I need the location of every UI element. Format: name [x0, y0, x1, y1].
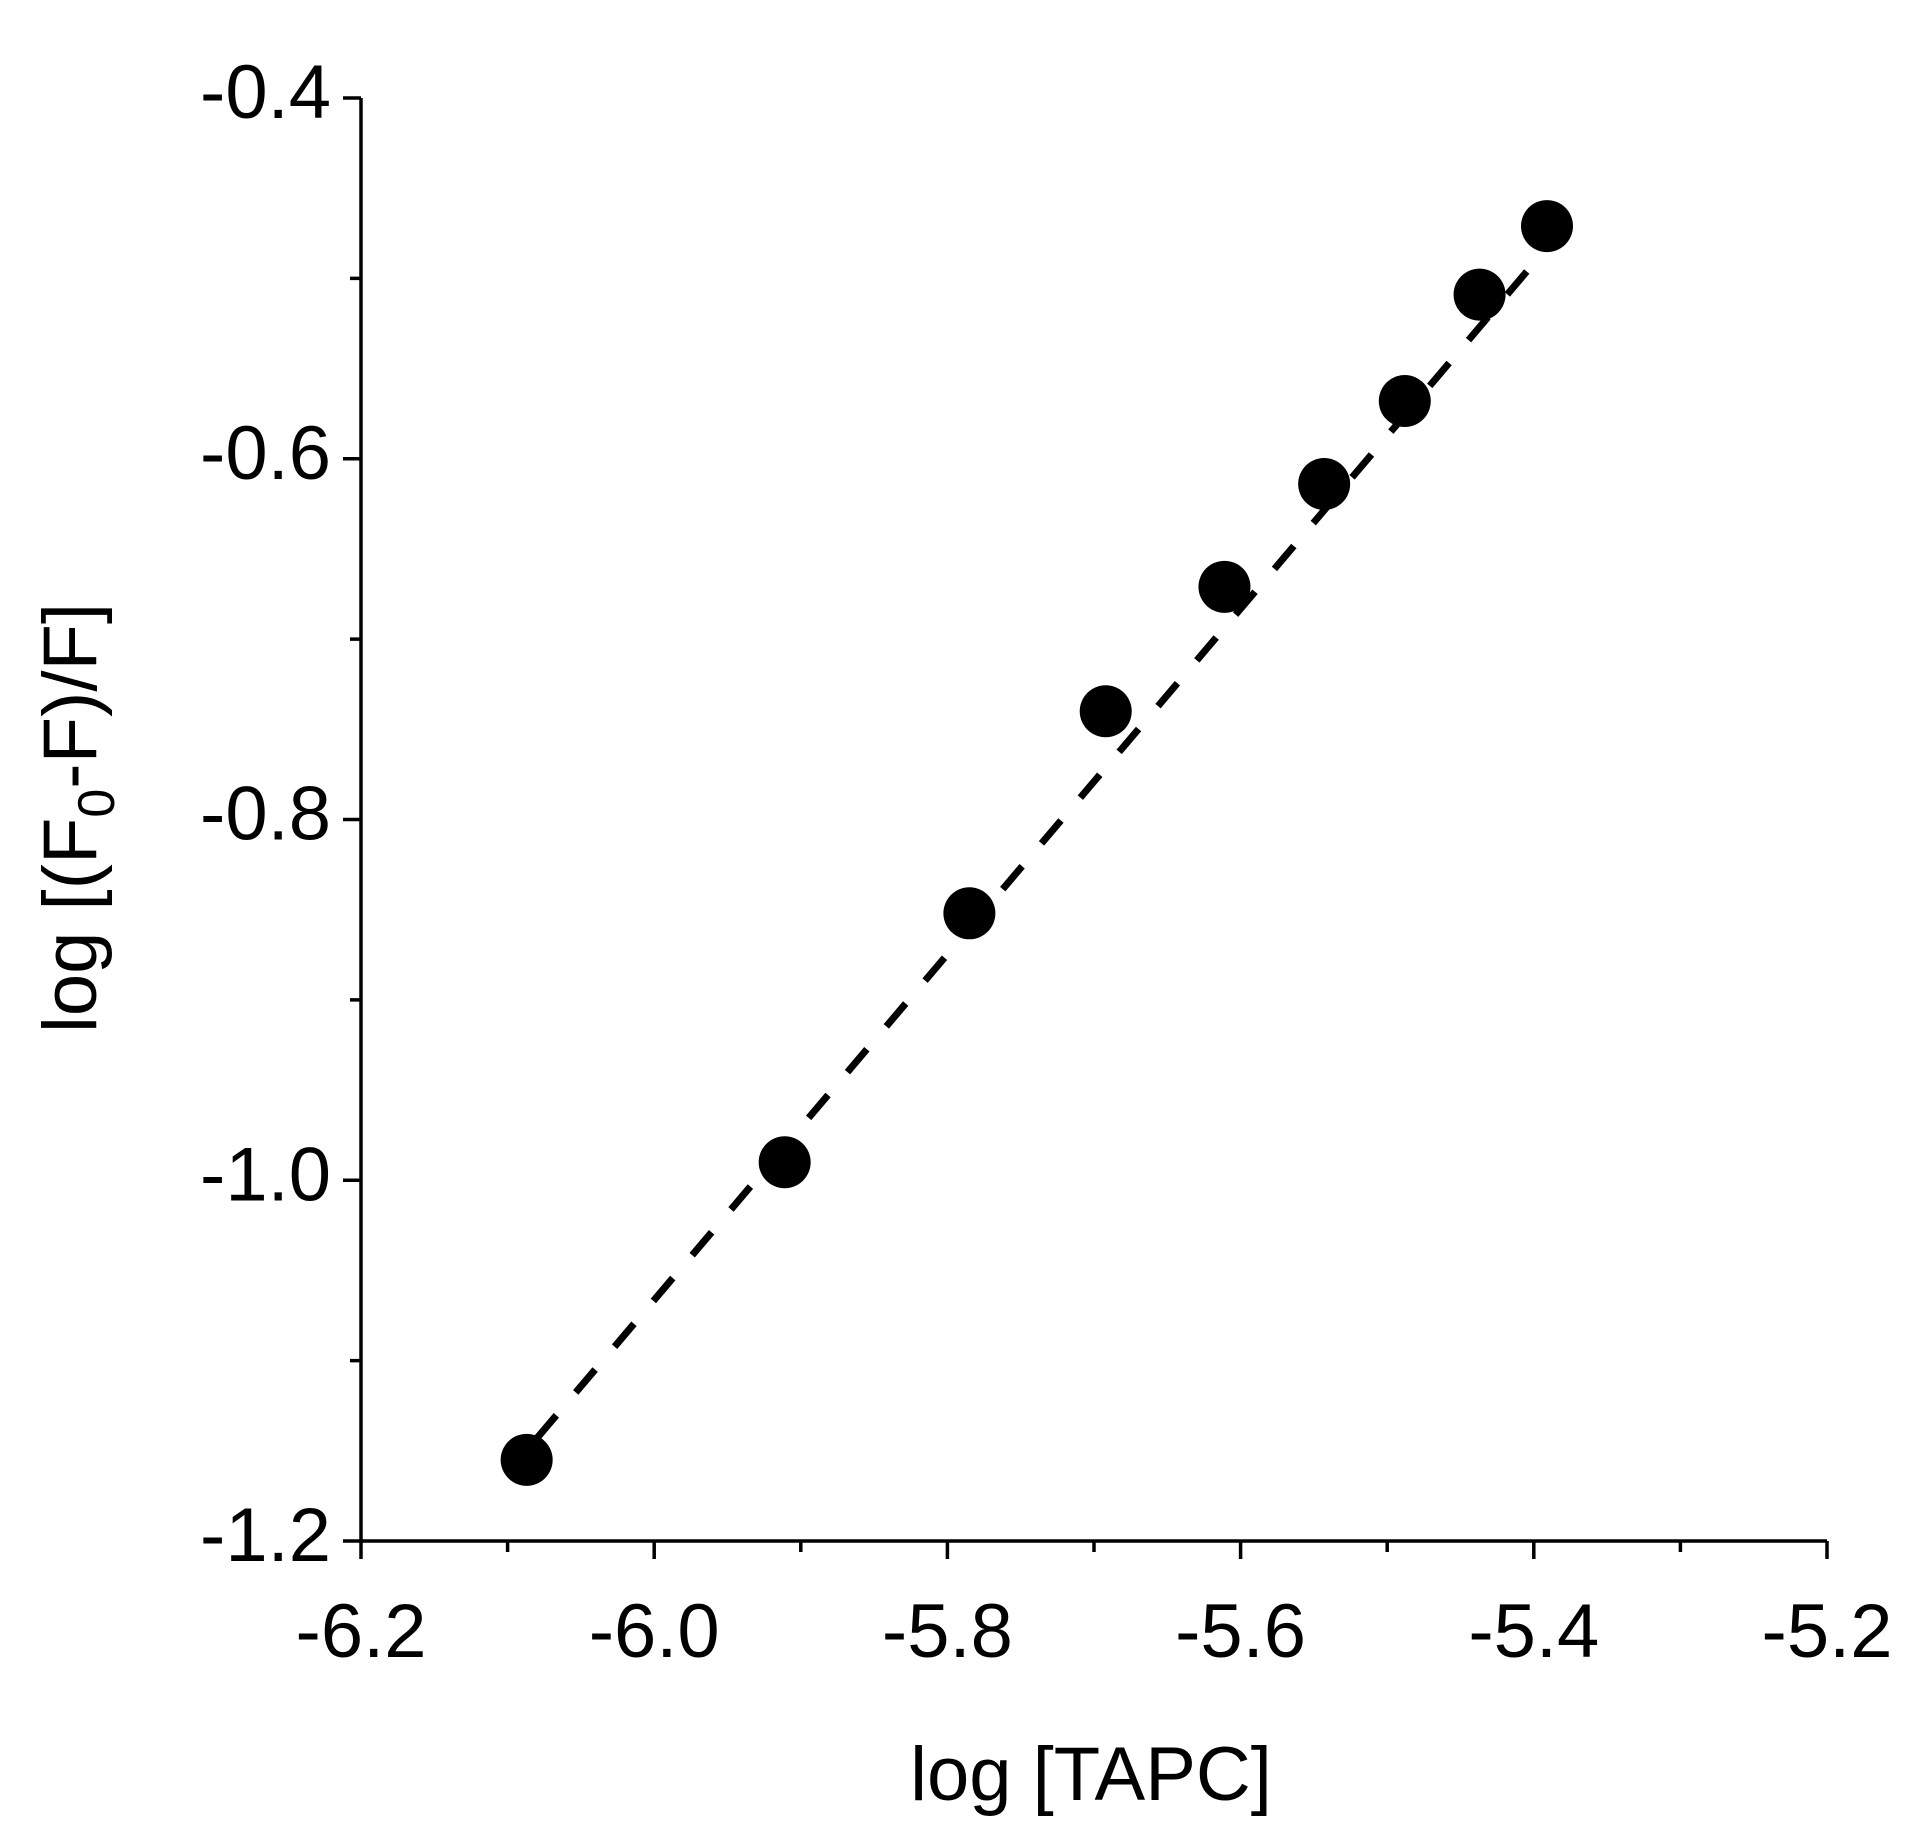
data-point — [1079, 685, 1132, 738]
data-point — [1520, 200, 1573, 253]
x-tick-label: -5.4 — [1468, 1589, 1599, 1674]
y-tick-label: -1.2 — [200, 1493, 331, 1578]
y-label-part: -F)/F] — [28, 603, 113, 789]
data-point — [1298, 458, 1351, 511]
y-tick-label: -0.6 — [200, 411, 331, 496]
y-label-subscript: 0 — [68, 789, 126, 818]
fit-line — [534, 243, 1552, 1441]
x-axis-label: log [TAPC] — [910, 1732, 1272, 1817]
data-point — [1378, 375, 1431, 428]
data-point — [1453, 268, 1506, 321]
x-tick-label: -6.0 — [589, 1589, 720, 1674]
y-label-part: log [(F — [28, 818, 113, 1033]
x-tick-label: -6.2 — [296, 1589, 427, 1674]
x-tick-label: -5.6 — [1175, 1589, 1306, 1674]
y-axis-label: log [(F0-F)/F] — [28, 603, 126, 1033]
data-point — [500, 1433, 553, 1486]
data-point — [1198, 560, 1251, 613]
x-tick-label: -5.2 — [1762, 1589, 1893, 1674]
y-tick-label: -1.0 — [200, 1132, 331, 1217]
data-point — [758, 1136, 811, 1189]
x-tick-label: -5.8 — [882, 1589, 1013, 1674]
y-tick-label: -0.4 — [200, 50, 331, 135]
y-tick-label: -0.8 — [200, 772, 331, 857]
data-point — [943, 887, 996, 940]
